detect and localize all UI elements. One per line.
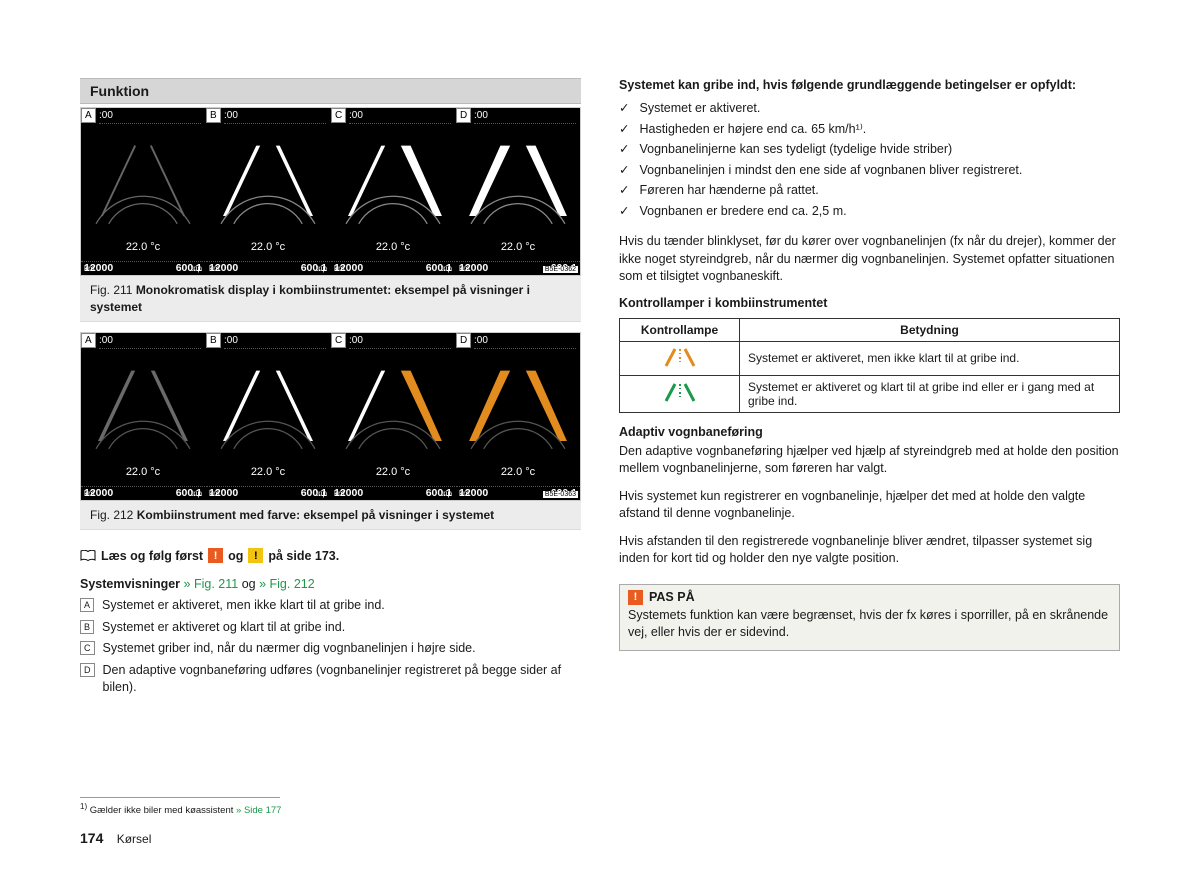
lane-assist-orange-icon [620, 341, 740, 375]
conditions-heading: Systemet kan gribe ind, hvis følgende gr… [619, 78, 1120, 92]
lane-graphic [81, 351, 205, 468]
table-heading: Kontrollamper i kombiinstrumentet [619, 296, 1120, 310]
cluster-panel-a: A :00 22.0 °c kmtrip 12000600.1 [81, 108, 205, 275]
image-code: B5E-0362 [543, 266, 578, 273]
lane-graphic [331, 126, 455, 243]
table-header: Betydning [740, 318, 1120, 341]
lane-graphic [456, 351, 580, 468]
left-column: Funktion A :00 22.0 °c kmtrip 12000600.1… [80, 78, 581, 846]
cluster-panel-d: D :00 22.0 °c kmtrip 12000600.1 B5E-0363 [456, 333, 580, 500]
list-item: BSystemet er aktiveret og klart til at g… [80, 619, 581, 637]
table-header: Kontrollampe [620, 318, 740, 341]
figure-211: A :00 22.0 °c kmtrip 12000600.1 B :00 [80, 107, 581, 276]
control-lamp-table: Kontrollampe Betydning Systemet er aktiv… [619, 318, 1120, 413]
lane-graphic [206, 126, 330, 243]
paragraph: Den adaptive vognbaneføring hjælper ved … [619, 443, 1120, 478]
system-views-heading: Systemvisninger » Fig. 211 og » Fig. 212 [80, 577, 581, 591]
list-item: ASystemet er aktiveret, men ikke klart t… [80, 597, 581, 615]
check-icon: ✓ [619, 141, 629, 159]
adaptive-heading: Adaptiv vognbaneføring [619, 425, 1120, 439]
panel-label: A [81, 108, 96, 123]
list-item: ✓Vognbanelinjerne kan ses tydeligt (tyde… [619, 141, 1120, 159]
table-header-row: Kontrollampe Betydning [620, 318, 1120, 341]
section-header: Funktion [80, 78, 581, 104]
table-cell: Systemet er aktiveret, men ikke klart ti… [740, 341, 1120, 375]
paragraph: Hvis systemet kun registrerer en vognban… [619, 488, 1120, 523]
panel-label: C [331, 108, 346, 123]
figure-212-caption: Fig. 212 Kombiinstrument med farve: ekse… [80, 501, 581, 530]
footnote-rule [80, 797, 280, 798]
panel-label: D [456, 108, 471, 123]
panel-label: B [206, 108, 221, 123]
fig-ref-link[interactable]: » Fig. 211 [184, 577, 239, 591]
check-icon: ✓ [619, 121, 629, 139]
check-icon: ✓ [619, 162, 629, 180]
table-row: Systemet er aktiveret og klart til at gr… [620, 375, 1120, 412]
temp-text: 22.0 °c [81, 241, 205, 253]
check-icon: ✓ [619, 182, 629, 200]
footnote: 1) Gælder ikke biler med køassistent » S… [80, 802, 581, 816]
list-item: ✓Vognbanelinjen i mindst den ene side af… [619, 162, 1120, 180]
conditions-list: ✓Systemet er aktiveret. ✓Hastigheden er … [619, 100, 1120, 223]
paragraph: Hvis du tænder blinklyset, før du kører … [619, 233, 1120, 286]
page-footer: 174 Kørsel [80, 830, 581, 846]
lane-graphic [81, 126, 205, 243]
book-icon [80, 550, 96, 562]
cluster-panel-d: D :00 22.0 °c kmtrip 12000600.1 B5E-0362 [456, 108, 580, 275]
warning-orange-icon: ! [628, 590, 643, 605]
warning-orange-icon: ! [208, 548, 223, 563]
figure-212: A :00 22.0 °c kmtrip 12000600.1 B :00 [80, 332, 581, 501]
cluster-panel-c: C :00 22.0 °c kmtrip 12000600.1 [331, 333, 455, 500]
lane-graphic [206, 351, 330, 468]
right-column: Systemet kan gribe ind, hvis følgende gr… [619, 78, 1120, 846]
list-item: ✓Vognbanen er bredere end ca. 2,5 m. [619, 203, 1120, 221]
page-columns: Funktion A :00 22.0 °c kmtrip 12000600.1… [80, 78, 1120, 846]
page-ref-link[interactable]: » Side 177 [236, 805, 281, 816]
cluster-panel-a: A :00 22.0 °c kmtrip 12000600.1 [81, 333, 205, 500]
list-item: ✓Føreren har hænderne på rattet. [619, 182, 1120, 200]
list-item: ✓Systemet er aktiveret. [619, 100, 1120, 118]
notice-box: ! PAS PÅ Systemets funktion kan være beg… [619, 584, 1120, 651]
list-item: DDen adaptive vognbaneføring udføres (vo… [80, 662, 581, 697]
read-first-line: Læs og følg først ! og ! på side 173. [80, 548, 581, 563]
system-views-list: ASystemet er aktiveret, men ikke klart t… [80, 597, 581, 701]
page-section: Kørsel [117, 832, 152, 846]
notice-body: Systemets funktion kan være begrænset, h… [620, 607, 1119, 650]
table-row: Systemet er aktiveret, men ikke klart ti… [620, 341, 1120, 375]
cluster-panel-b: B :00 22.0 °c kmtrip 12000600.1 [206, 108, 330, 275]
list-item: ✓Hastigheden er højere end ca. 65 km/h¹⁾… [619, 121, 1120, 139]
lane-graphic [331, 351, 455, 468]
lane-assist-green-icon [620, 375, 740, 412]
lane-graphic [456, 126, 580, 243]
figure-211-caption: Fig. 211 Monokromatisk display i kombiin… [80, 276, 581, 321]
image-code: B5E-0363 [543, 491, 578, 498]
check-icon: ✓ [619, 203, 629, 221]
paragraph: Hvis afstanden til den registrerede vogn… [619, 533, 1120, 568]
fig-ref-link[interactable]: » Fig. 212 [259, 577, 315, 591]
cluster-panel-b: B :00 22.0 °c kmtrip 12000600.1 [206, 333, 330, 500]
list-item: CSystemet griber ind, når du nærmer dig … [80, 640, 581, 658]
clock-text: :00 [99, 110, 201, 124]
page-number: 174 [80, 830, 103, 846]
table-cell: Systemet er aktiveret og klart til at gr… [740, 375, 1120, 412]
check-icon: ✓ [619, 100, 629, 118]
warning-yellow-icon: ! [248, 548, 263, 563]
notice-heading: ! PAS PÅ [620, 585, 1119, 607]
cluster-panel-c: C :00 22.0 °c kmtrip 12000600.1 [331, 108, 455, 275]
